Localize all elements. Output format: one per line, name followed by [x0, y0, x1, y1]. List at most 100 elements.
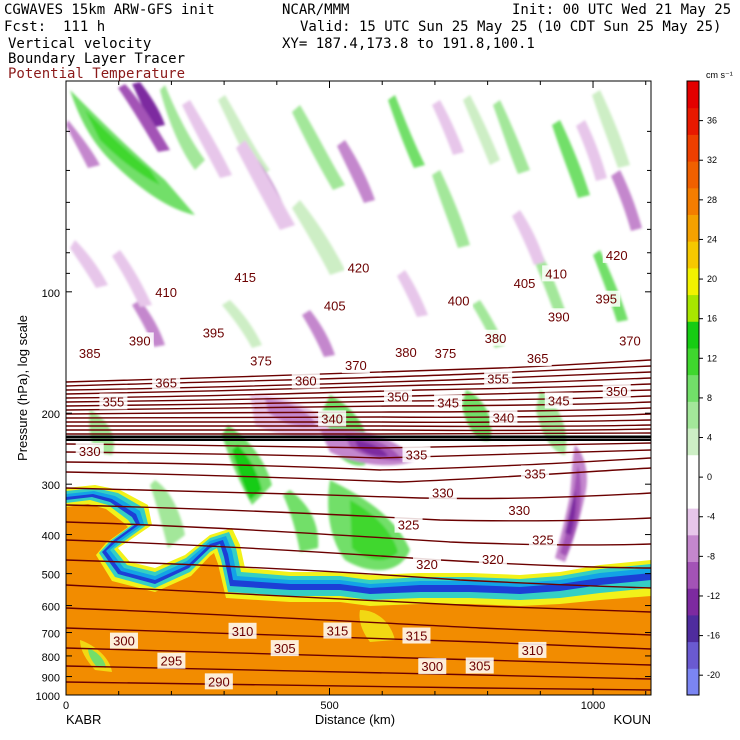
colorbar-swatch	[687, 561, 699, 589]
theta-label-bg	[152, 374, 181, 391]
org-label: NCAR/MMM	[282, 2, 350, 18]
colorbar-label: 16	[707, 314, 717, 324]
theta-label-bg	[484, 370, 513, 387]
theta-label-bg	[510, 274, 539, 291]
colorbar-label: -12	[707, 591, 720, 601]
init-time: Init: 00 UTC Wed 21 May 25	[512, 2, 732, 18]
colorbar-swatch	[687, 614, 699, 643]
colorbar-swatch	[687, 668, 699, 696]
theta-label: 320	[482, 552, 504, 567]
colorbar-swatch	[687, 187, 699, 215]
theta-label-bg	[247, 352, 275, 369]
theta-label: 310	[232, 624, 254, 639]
theta-label-bg	[544, 308, 573, 325]
y-tick-label: 900	[42, 673, 60, 685]
colorbar-swatch	[687, 454, 699, 482]
plot-frame	[65, 80, 652, 696]
y-tick-label: 800	[42, 652, 60, 664]
theta-label: 340	[321, 411, 343, 426]
y-tick-label: 200	[42, 409, 60, 421]
y-tick-label: 300	[42, 480, 60, 492]
theta-label: 330	[432, 486, 454, 501]
theta-label: 295	[161, 654, 183, 669]
theta-label: 400	[448, 293, 470, 308]
x-end-station: KOUN	[613, 712, 651, 727]
theta-label-bg	[592, 290, 621, 307]
theta-label-bg	[481, 329, 510, 346]
theta-label-bg	[344, 259, 373, 276]
theta-label-bg	[434, 394, 463, 411]
theta-label-bg	[402, 446, 431, 463]
x-tick-label: 500	[320, 700, 338, 712]
theta-label-bg	[157, 652, 186, 669]
colorbar-swatch	[687, 534, 699, 563]
theta-label: 320	[416, 557, 438, 572]
colorbar-label: -8	[707, 551, 715, 561]
colorbar-swatch	[687, 481, 699, 509]
theta-label-layer: 420 420 415 410 410 405 405 400 395 395 390 390 385 3…	[75, 246, 644, 690]
colorbar: -20 -16 -12 -8 -4 0 4 8 12 16 20 24 28 32 36	[686, 80, 720, 696]
downdraft-bands	[66, 82, 642, 612]
colorbar-swatch	[687, 241, 699, 269]
theta-label-bg	[528, 531, 557, 548]
theta-label-bg	[465, 657, 494, 674]
distance-axis: 0 500 1000	[63, 81, 647, 712]
theta-label: 420	[348, 260, 370, 275]
y-tick-label: 600	[42, 602, 60, 614]
theta-label: 395	[203, 325, 225, 340]
colorbar-frame	[686, 80, 700, 696]
theta-label: 395	[595, 292, 617, 307]
x-start-station: KABR	[66, 712, 101, 727]
field-label-vertical-velocity: Vertical velocity	[8, 36, 152, 52]
theta-label-bg	[394, 516, 423, 533]
pressure-axis: 100 200 300 400 500 600 700 800 900 1000	[36, 130, 651, 703]
theta-label: 345	[548, 393, 570, 408]
y-tick-label: 400	[42, 531, 60, 543]
x-tick-label: 0	[63, 700, 69, 712]
theta-label: 350	[387, 390, 409, 405]
theta-label-bg	[323, 622, 352, 639]
theta-label: 375	[250, 353, 272, 368]
theta-label: 350	[606, 384, 628, 399]
theta-label: 390	[548, 309, 570, 324]
y-tick-label: 1000	[36, 691, 60, 703]
colorbar-swatch	[687, 428, 699, 456]
theta-label: 290	[208, 674, 230, 689]
colorbar-label: 8	[707, 393, 712, 403]
theta-label-bg	[231, 269, 260, 286]
theta-label-bg	[418, 658, 447, 675]
colorbar-swatch	[687, 294, 699, 322]
theta-label-bg	[75, 345, 104, 362]
theta-label: 370	[345, 358, 367, 373]
y-tick-label: 500	[42, 570, 60, 582]
theta-label: 410	[545, 266, 567, 281]
theta-label: 415	[234, 270, 256, 285]
theta-label-bg	[109, 632, 138, 649]
theta-contours	[66, 359, 651, 691]
theta-label: 305	[274, 641, 296, 656]
colorbar-swatch	[687, 588, 699, 616]
colorbar-swatch	[687, 267, 699, 296]
theta-label-bg	[431, 345, 460, 362]
colorbar-swatch	[687, 134, 699, 162]
x-tick-label: 1000	[581, 700, 605, 712]
colorbar-swatch	[687, 347, 699, 376]
theta-label-bg	[478, 551, 507, 568]
theta-label: 375	[435, 346, 457, 361]
theta-label: 330	[508, 503, 530, 518]
theta-label: 355	[487, 371, 509, 386]
theta-label: 325	[532, 533, 554, 548]
theta-label-bg	[204, 673, 233, 690]
colorbar-swatch	[687, 401, 699, 429]
theta-label-bg	[544, 392, 573, 409]
theta-label-bg	[505, 502, 534, 519]
pbl-tracer-region	[66, 485, 651, 695]
theta-label: 310	[522, 643, 544, 658]
theta-label-bg	[152, 283, 181, 300]
colorbar-label: 32	[707, 155, 717, 165]
theta-label: 405	[514, 276, 536, 291]
colorbar-unit: cm s⁻¹	[706, 70, 733, 80]
colorbar-label: 24	[707, 234, 717, 244]
theta-label: 315	[406, 629, 428, 644]
theta-label: 300	[113, 634, 135, 649]
